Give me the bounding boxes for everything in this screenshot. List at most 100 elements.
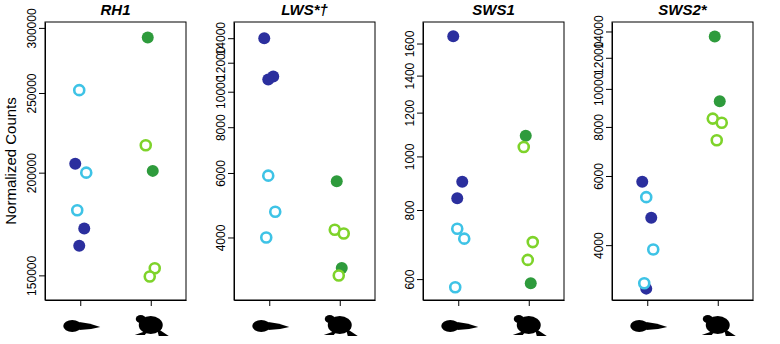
x-tick <box>647 300 648 306</box>
y-tick-mark <box>228 63 234 64</box>
frog-icon <box>513 315 547 336</box>
x-tick-mark <box>151 300 152 306</box>
point <box>145 272 155 282</box>
y-tick-mark <box>228 92 234 93</box>
icon-part <box>268 322 289 330</box>
x-axis-line <box>424 300 565 301</box>
icon-part <box>325 315 335 323</box>
panel: SWS16008001000120014001600 <box>403 1 565 336</box>
x-tick-mark <box>529 300 530 306</box>
point <box>73 240 85 252</box>
point <box>714 95 726 107</box>
point <box>712 135 722 145</box>
y-tick-mark <box>39 173 45 174</box>
icon-part <box>441 320 459 332</box>
y-tick-label: 250000 <box>25 73 39 113</box>
x-tick-mark <box>458 300 459 306</box>
y-axis-line <box>45 23 46 301</box>
point <box>520 130 532 142</box>
icon-part <box>324 328 358 336</box>
y-tick-label: 1200 <box>403 99 417 126</box>
tadpole-icon <box>63 320 100 332</box>
y-tick: 800 <box>403 200 423 220</box>
point <box>262 73 274 85</box>
icon-part <box>63 320 81 332</box>
icon-part <box>630 320 648 332</box>
point <box>525 277 537 289</box>
tadpole-icon <box>441 320 478 332</box>
point <box>69 158 81 170</box>
x-tick <box>340 300 341 306</box>
y-tick-label: 8000 <box>592 114 606 141</box>
point <box>261 232 271 242</box>
panel-title: SWS2* <box>658 1 708 18</box>
panel-title: LWS*† <box>281 1 328 18</box>
y-tick-mark <box>606 245 612 246</box>
y-tick-mark <box>606 176 612 177</box>
y-tick: 200000 <box>25 153 45 193</box>
point <box>147 165 159 177</box>
figure: Normalized Counts RH1 150000 200000 250000 30… <box>0 0 780 344</box>
point <box>709 30 721 42</box>
y-tick: 10000 <box>592 72 612 106</box>
point <box>459 234 469 244</box>
y-tick: 14000 <box>214 22 234 56</box>
y-axis: 150000 200000 250000 300000 <box>25 8 46 300</box>
y-tick-mark <box>606 58 612 59</box>
x-tick-mark <box>269 300 270 306</box>
point <box>717 118 727 128</box>
point <box>641 192 651 202</box>
x-tick <box>458 300 459 306</box>
x-axis <box>613 300 754 306</box>
y-tick-label: 4000 <box>214 224 228 251</box>
x-tick-mark <box>718 300 719 306</box>
y-tick-label: 150000 <box>25 256 39 296</box>
y-tick: 1600 <box>403 30 423 57</box>
icon-part <box>79 322 100 330</box>
y-tick-mark <box>417 113 423 114</box>
y-tick-label: 800 <box>403 200 417 220</box>
y-tick: 150000 <box>25 256 45 296</box>
y-axis-line <box>234 23 235 301</box>
x-tick-mark <box>340 300 341 306</box>
point <box>270 207 280 217</box>
x-tick <box>269 300 270 306</box>
point <box>451 192 463 204</box>
y-tick: 8000 <box>214 114 234 141</box>
y-tick-mark <box>417 156 423 157</box>
y-tick-label: 200000 <box>25 153 39 193</box>
points <box>69 32 160 282</box>
y-tick-label: 14000 <box>592 15 606 49</box>
y-axis: 400060008000100001200014000 <box>592 15 613 301</box>
y-tick-mark <box>417 210 423 211</box>
y-tick-label: 1400 <box>403 62 417 89</box>
point <box>74 85 84 95</box>
y-axis-label: Normalized Counts <box>2 97 19 225</box>
panel-title: SWS1 <box>472 1 515 18</box>
y-tick: 6000 <box>214 160 234 187</box>
panel: LWS*†400060008000100001200014000 <box>214 1 376 336</box>
frog-icon <box>702 315 736 336</box>
icon-part <box>646 322 667 330</box>
icon-part <box>702 328 736 336</box>
icon-part <box>136 315 146 323</box>
y-tick-mark <box>417 76 423 77</box>
point <box>456 176 468 188</box>
y-axis: 400060008000100001200014000 <box>214 22 235 301</box>
y-tick-label: 1000 <box>403 143 417 170</box>
y-tick-mark <box>606 31 612 32</box>
y-tick-mark <box>228 237 234 238</box>
y-axis-line <box>423 23 424 301</box>
y-tick-label: 4000 <box>592 232 606 259</box>
y-axis-line <box>612 23 613 301</box>
point <box>339 229 349 239</box>
y-tick: 4000 <box>214 224 234 251</box>
y-tick: 300000 <box>25 8 45 48</box>
point <box>258 32 270 44</box>
point <box>263 171 273 181</box>
panel-title: RH1 <box>100 1 130 18</box>
x-tick <box>80 300 81 306</box>
icon-part <box>135 328 169 336</box>
y-tick: 6000 <box>592 163 612 190</box>
y-tick-label: 8000 <box>214 114 228 141</box>
